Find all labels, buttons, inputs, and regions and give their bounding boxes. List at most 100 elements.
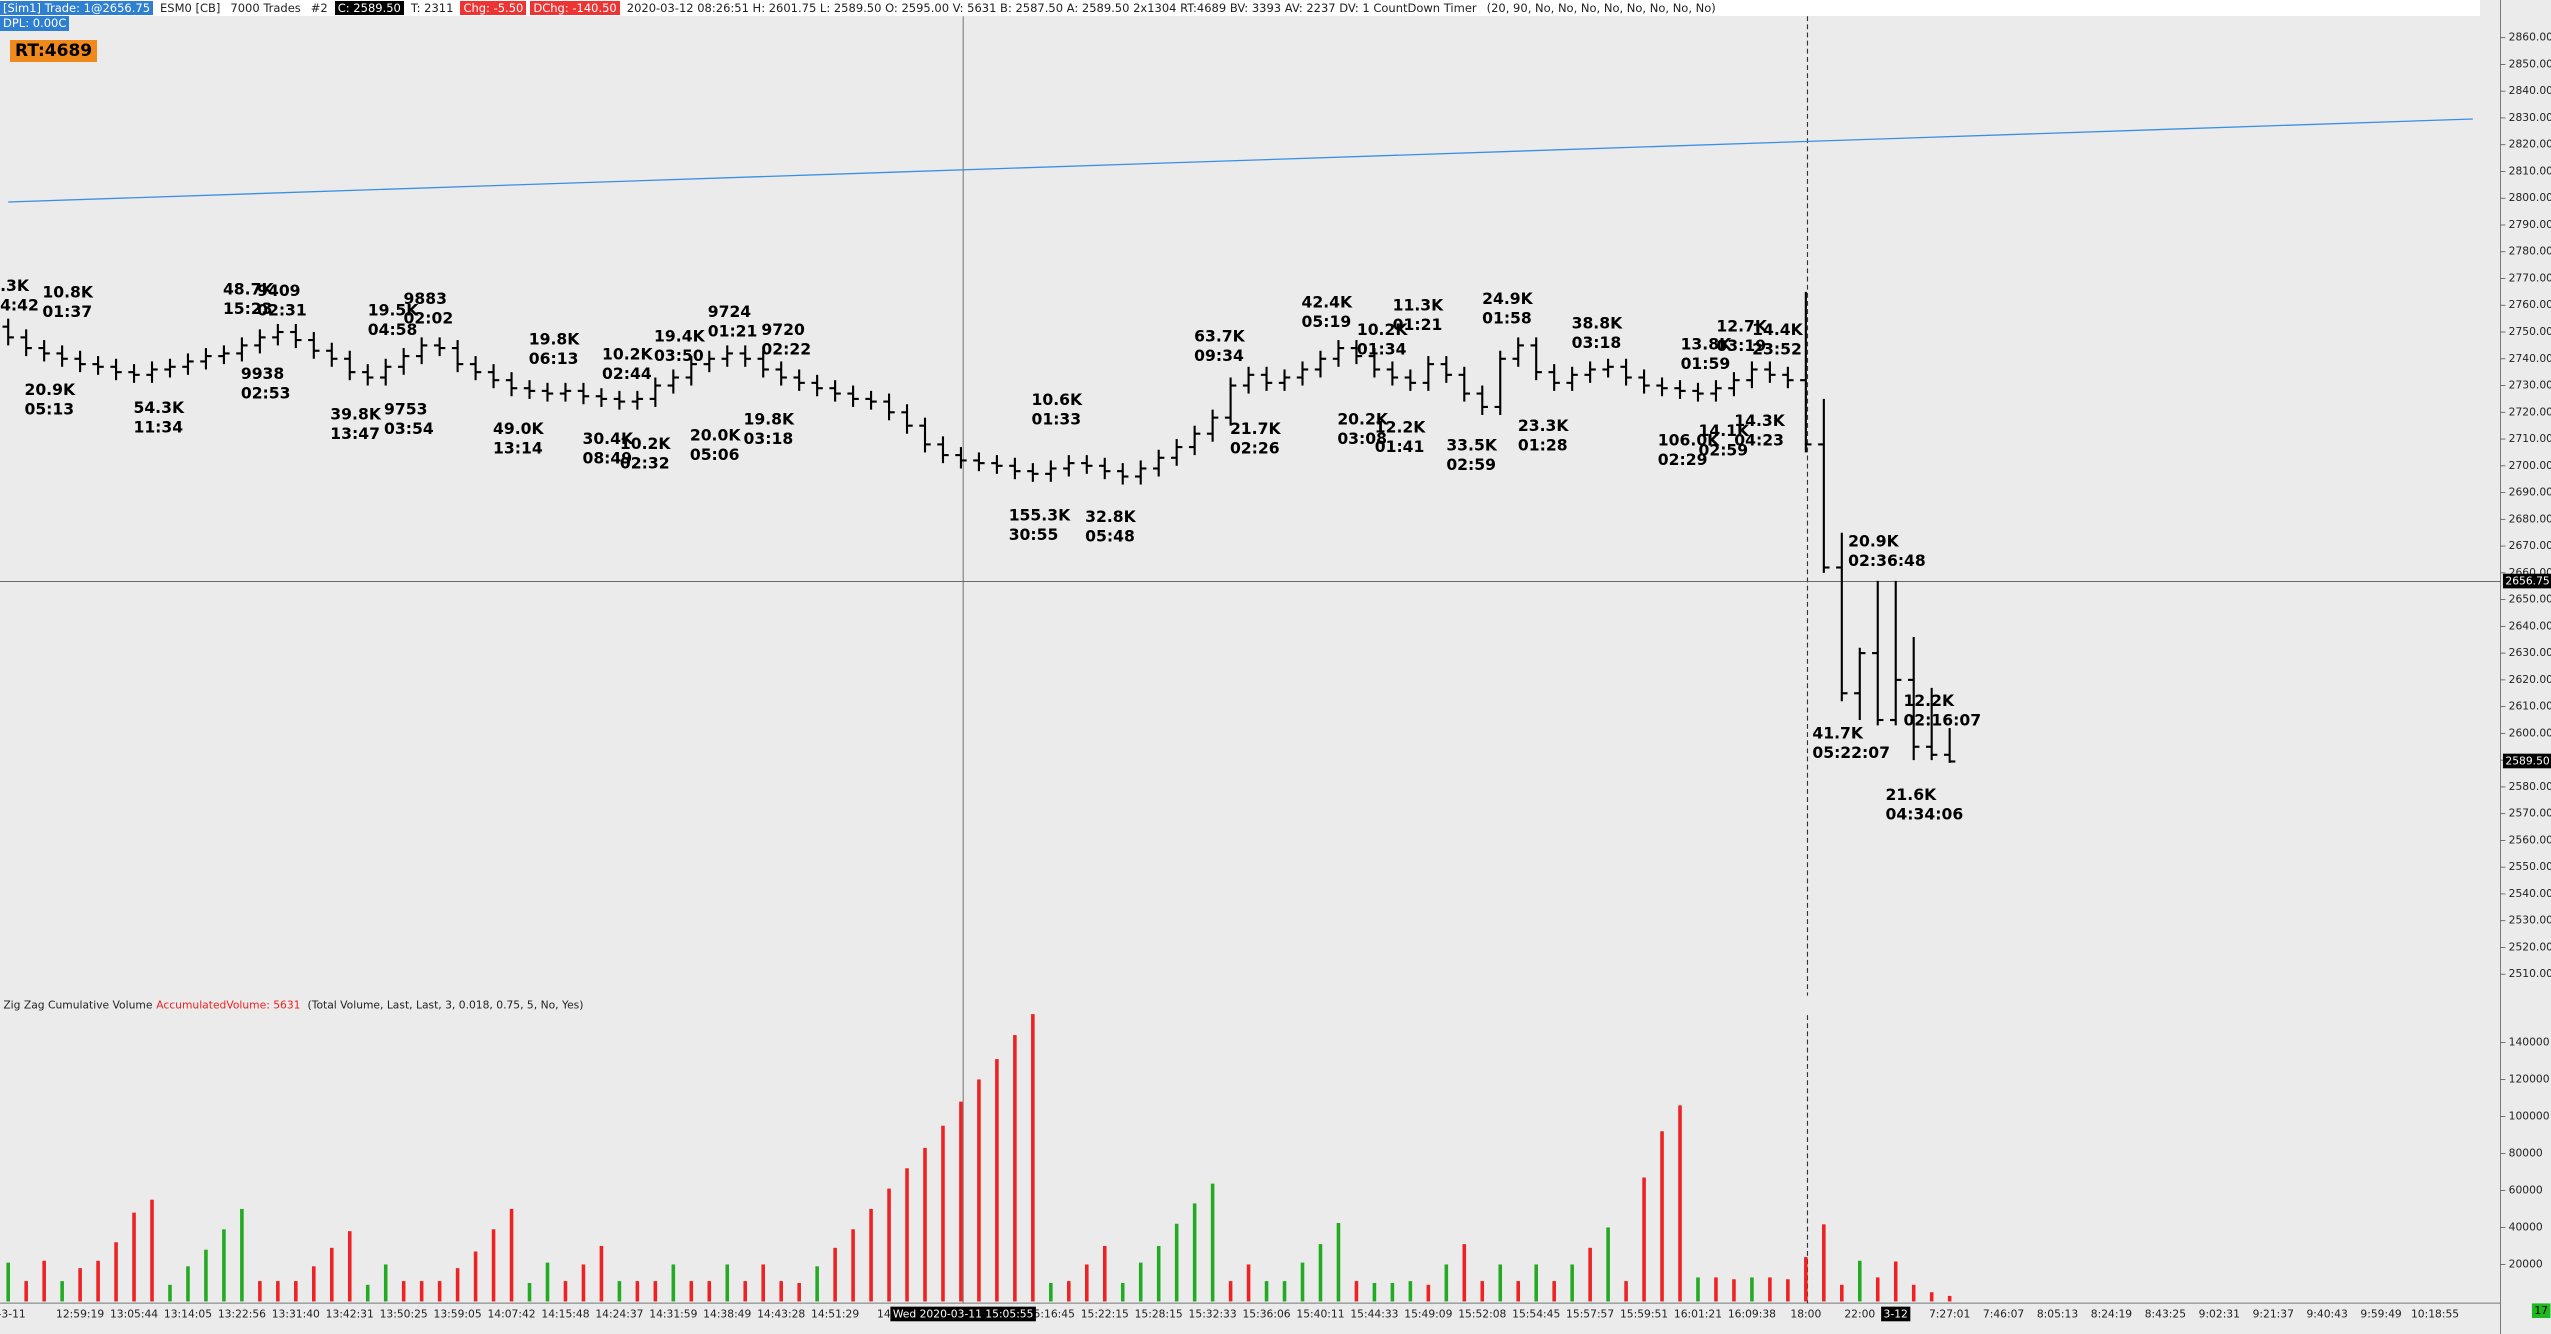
zigzag-label: 02:31 — [257, 301, 307, 319]
volume-bar — [1138, 1262, 1143, 1302]
zigzag-label: 02:02 — [404, 310, 454, 328]
volume-bar — [1444, 1264, 1449, 1302]
zigzag-label: 13.8K — [1681, 336, 1733, 354]
volume-bar — [42, 1260, 46, 1302]
zigzag-label: 10.6K — [1031, 391, 1083, 409]
x-tick-label: 13:31:40 — [272, 1307, 320, 1320]
volume-bar — [455, 1268, 460, 1302]
y-tick-label: 2750.00 — [2509, 325, 2551, 338]
zigzag-label: 01:33 — [1031, 410, 1081, 428]
volume-bar — [1372, 1282, 1377, 1302]
zigzag-label: 10.2K — [1357, 321, 1409, 339]
zigzag-label: 33.5K — [1446, 436, 1498, 454]
bar-timer: 17 — [2534, 1304, 2548, 1317]
x-tick-label: 14:07:42 — [487, 1307, 535, 1320]
label-box — [2531, 1303, 2551, 1319]
x-tick-label: 9:02:31 — [2199, 1307, 2240, 1320]
zigzag-label: 20.9K — [24, 381, 76, 399]
zigzag-label: 32.8K — [1085, 508, 1137, 526]
x-tick-label: 7:27:01 — [1929, 1307, 1970, 1320]
volume-bar — [941, 1125, 945, 1302]
x-tick-label: 15:54:45 — [1512, 1307, 1560, 1320]
y-tick-label: 2620.00 — [2509, 673, 2551, 686]
volume-bar — [222, 1229, 226, 1302]
crosshair-price-label: 2656.75 — [2505, 575, 2549, 588]
zigzag-label: 03:50 — [654, 347, 704, 365]
zigzag-label: 02:32 — [620, 454, 670, 472]
volume-bar — [761, 1264, 766, 1302]
y-tick-label: 2540.00 — [2509, 887, 2551, 900]
volume-bar — [779, 1281, 783, 1302]
y-tick-label: 2840.00 — [2509, 84, 2551, 97]
y-tick-label: 2560.00 — [2509, 833, 2551, 846]
x-tick-label: 8:24:19 — [2091, 1307, 2133, 1320]
volume-bar — [1875, 1277, 1880, 1302]
volume-bar — [1696, 1277, 1700, 1302]
volume-bar — [419, 1281, 424, 1302]
x-tick-label: 15:32:33 — [1189, 1307, 1237, 1320]
zigzag-label: 02:59 — [1446, 456, 1496, 474]
x-tick-label: 14:31:59 — [649, 1307, 697, 1320]
zigzag-label: 01:21 — [1393, 316, 1443, 334]
y-tick-label: 2570.00 — [2509, 807, 2551, 820]
x-tick-label: 9:21:37 — [2253, 1307, 2294, 1320]
x-tick-label: 9:40:43 — [2306, 1307, 2347, 1320]
status-item: T: 2311 — [410, 1, 454, 15]
y-tick-label: 140000 — [2509, 1035, 2550, 1048]
zigzag-label: 106.0K — [1658, 432, 1720, 450]
volume-bar — [815, 1266, 819, 1302]
zigzag-label: 20.9K — [1848, 532, 1900, 550]
status-item: [Sim1] Trade: 1@2656.75 — [0, 1, 154, 15]
status-item: #2 — [310, 1, 328, 15]
x-tick-label: 10:18:55 — [2411, 1307, 2459, 1320]
y-tick-label: 40000 — [2509, 1220, 2543, 1233]
zigzag-label: 9409 — [257, 282, 300, 300]
volume-bar — [437, 1281, 442, 1302]
x-tick-label: 15:36:06 — [1242, 1307, 1290, 1320]
volume-bar — [725, 1264, 730, 1302]
zigzag-label: 01:58 — [1482, 310, 1532, 328]
volume-bar — [1929, 1292, 1934, 1302]
volume-bar — [78, 1268, 82, 1302]
y-tick-label: 2860.00 — [2509, 31, 2551, 44]
status-item: C: 2589.50 — [334, 1, 404, 15]
status-item: (20, 90, No, No, No, No, No, No, No, No) — [1486, 1, 1716, 15]
zigzag-label: 01:28 — [1518, 436, 1568, 454]
zigzag-label: 20.2K — [1337, 410, 1389, 428]
zigzag-label: 05:48 — [1085, 528, 1135, 546]
y-tick-label: 2510.00 — [2509, 967, 2551, 980]
volume-bar — [1192, 1203, 1197, 1302]
volume-bar — [1840, 1284, 1844, 1302]
zigzag-label: 21.7K — [1230, 420, 1282, 438]
volume-bar — [312, 1266, 316, 1302]
volume-bar — [1516, 1281, 1521, 1302]
y-tick-label: 2830.00 — [2509, 111, 2551, 124]
zigzag-label: 02:26 — [1230, 440, 1280, 458]
volume-bar — [204, 1249, 208, 1302]
x-tick-label: 13:22:56 — [218, 1307, 266, 1320]
volume-bar — [1013, 1035, 1017, 1302]
volume-bar — [1606, 1227, 1610, 1302]
volume-bar — [168, 1284, 172, 1302]
volume-bar — [186, 1266, 190, 1302]
zigzag-label: 11.3K — [1393, 297, 1445, 315]
zigzag-label: 49.0K — [493, 420, 545, 438]
label-box — [1881, 1306, 1911, 1322]
volume-bar — [653, 1281, 658, 1302]
zigzag-label: 03:18 — [744, 430, 794, 448]
zigzag-label: 42.4K — [1302, 293, 1354, 311]
volume-bar — [599, 1245, 604, 1302]
x-tick-label: 22:00 — [1844, 1307, 1875, 1320]
status-item: DChg: -140.50 — [530, 1, 620, 15]
y-tick-label: 2600.00 — [2509, 726, 2551, 739]
volume-bar — [1768, 1277, 1772, 1302]
volume-bar — [1120, 1282, 1125, 1302]
volume-bar — [96, 1260, 100, 1302]
zigzag-label: 02:29 — [1658, 451, 1708, 469]
volume-bar — [1911, 1284, 1916, 1302]
volume-bar — [1049, 1282, 1053, 1302]
zigzag-label: 21.6K — [1886, 786, 1938, 804]
x-tick-label: 15:59:51 — [1620, 1307, 1668, 1320]
zigzag-label: 02:36:48 — [1848, 552, 1926, 570]
